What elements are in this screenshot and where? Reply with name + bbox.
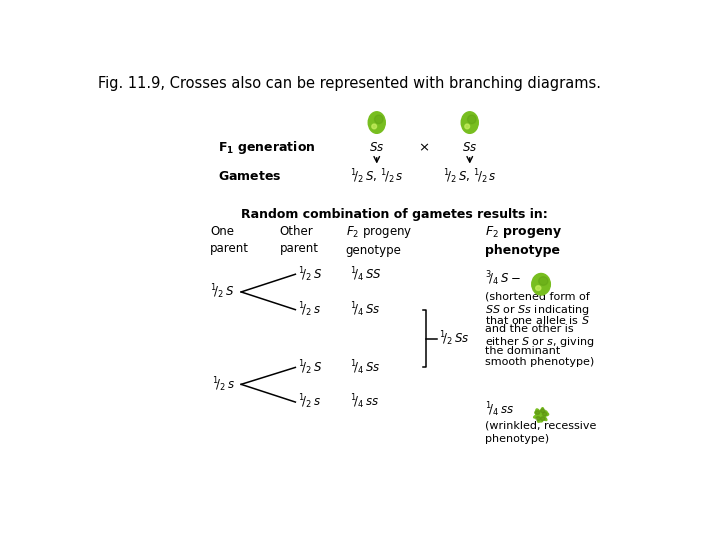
Text: $\mathbf{F_1}$ generation: $\mathbf{F_1}$ generation xyxy=(218,139,315,157)
Text: $^1\!/_2\,S$: $^1\!/_2\,S$ xyxy=(299,265,323,284)
Text: $Ss$: $Ss$ xyxy=(462,141,477,154)
Ellipse shape xyxy=(368,112,385,133)
Ellipse shape xyxy=(541,409,545,413)
Text: ×: × xyxy=(418,141,429,154)
Text: $^1\!/_2\,S$: $^1\!/_2\,S$ xyxy=(210,282,235,301)
Ellipse shape xyxy=(536,286,541,291)
Text: Other
parent: Other parent xyxy=(280,225,319,255)
Text: $^1\!/_4\,ss$: $^1\!/_4\,ss$ xyxy=(350,393,379,411)
Text: $^3\!/_4\,S-$: $^3\!/_4\,S-$ xyxy=(485,269,521,288)
Text: $SS$ or $Ss$ indicating: $SS$ or $Ss$ indicating xyxy=(485,303,590,317)
Text: Random combination of gametes results in:: Random combination of gametes results in… xyxy=(241,208,548,221)
Text: either $S$ or $s$, giving: either $S$ or $s$, giving xyxy=(485,335,595,349)
Ellipse shape xyxy=(465,124,469,129)
Ellipse shape xyxy=(539,276,548,285)
Ellipse shape xyxy=(467,115,476,124)
Ellipse shape xyxy=(462,112,478,133)
Ellipse shape xyxy=(541,417,545,421)
Polygon shape xyxy=(534,408,549,422)
Text: $^1\!/_2\,s$: $^1\!/_2\,s$ xyxy=(212,375,235,394)
Text: $^1\!/_2\,S$: $^1\!/_2\,S$ xyxy=(299,358,323,377)
Text: $^1\!/_2\,s$: $^1\!/_2\,s$ xyxy=(299,300,322,319)
Text: (shortened form of: (shortened form of xyxy=(485,292,590,302)
Text: smooth phenotype): smooth phenotype) xyxy=(485,356,595,367)
Text: $F_2$ progeny
genotype: $F_2$ progeny genotype xyxy=(346,224,412,257)
Text: $^1\!/_2\,S$, $^1\!/_2\,s$: $^1\!/_2\,S$, $^1\!/_2\,s$ xyxy=(350,167,403,186)
Text: $^1\!/_2\,s$: $^1\!/_2\,s$ xyxy=(299,393,322,411)
Ellipse shape xyxy=(532,273,550,295)
Ellipse shape xyxy=(542,412,546,416)
Text: and the other is: and the other is xyxy=(485,325,574,334)
Text: (wrinkled, recessive
phenotype): (wrinkled, recessive phenotype) xyxy=(485,421,597,444)
Text: the dominant: the dominant xyxy=(485,346,560,356)
Text: One
parent: One parent xyxy=(210,225,249,255)
Text: $^1\!/_2\,S$, $^1\!/_2\,s$: $^1\!/_2\,S$, $^1\!/_2\,s$ xyxy=(443,167,497,186)
Ellipse shape xyxy=(372,124,377,129)
Text: $^1\!/_2\,Ss$: $^1\!/_2\,Ss$ xyxy=(438,329,469,348)
Ellipse shape xyxy=(374,115,383,124)
Text: $\mathbf{Gametes}$: $\mathbf{Gametes}$ xyxy=(218,170,282,183)
Text: $^1\!/_4\,SS$: $^1\!/_4\,SS$ xyxy=(350,265,382,284)
Text: $^1\!/_4\,ss$: $^1\!/_4\,ss$ xyxy=(485,401,515,419)
Ellipse shape xyxy=(536,411,540,414)
Text: $F_2$ progeny
phenotype: $F_2$ progeny phenotype xyxy=(485,224,562,257)
Text: $^1\!/_4\,Ss$: $^1\!/_4\,Ss$ xyxy=(350,300,380,319)
Text: $^1\!/_4\,Ss$: $^1\!/_4\,Ss$ xyxy=(350,358,380,377)
Text: $Ss$: $Ss$ xyxy=(369,141,384,154)
Text: Fig. 11.9, Crosses also can be represented with branching diagrams.: Fig. 11.9, Crosses also can be represent… xyxy=(98,76,600,91)
Text: that one allele is $S$: that one allele is $S$ xyxy=(485,314,590,326)
Ellipse shape xyxy=(536,417,540,420)
